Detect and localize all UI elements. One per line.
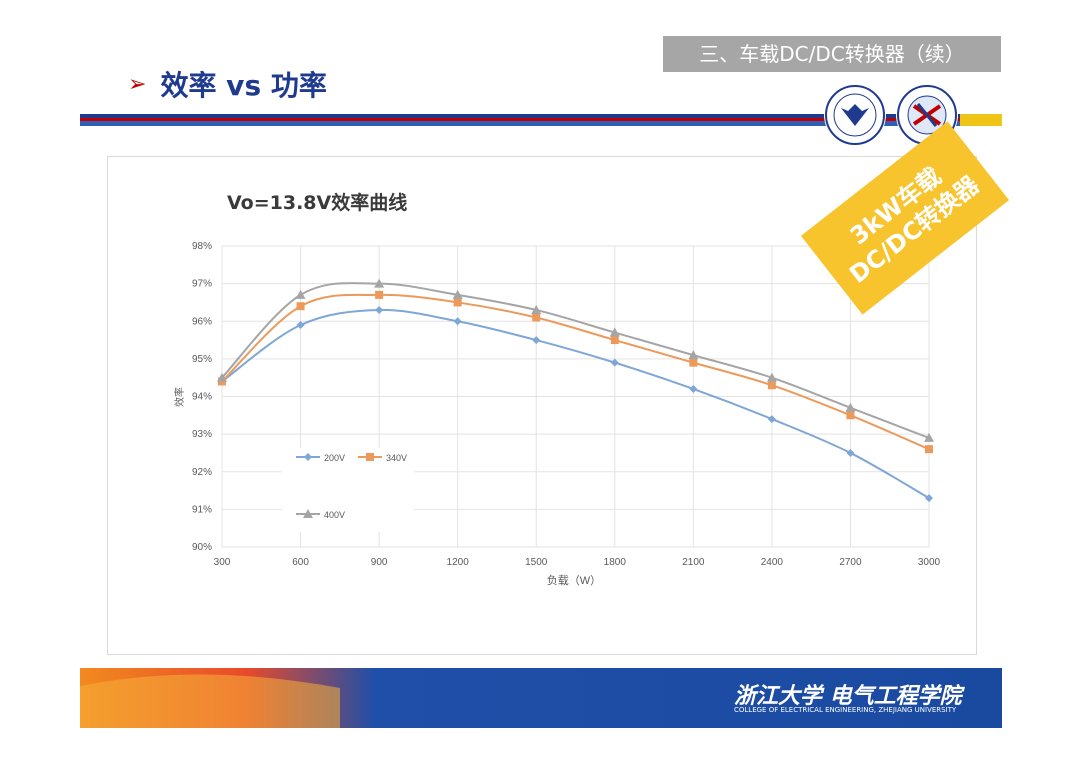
legend: 200V 340V 400V [282, 448, 414, 532]
point-marker [846, 411, 855, 420]
series-line-400V [221, 282, 930, 439]
x-tick-label: 2100 [682, 557, 705, 568]
legend-label: 340V [386, 453, 407, 463]
point-marker [767, 415, 776, 424]
x-tick-label: 300 [214, 557, 231, 568]
point-marker [453, 317, 462, 326]
footer-banner [80, 668, 1002, 728]
x-tick-label: 1800 [604, 557, 627, 568]
y-tick-label: 93% [192, 429, 212, 440]
series-line-340V [221, 293, 930, 451]
y-axis-label: 效率 [173, 387, 186, 407]
x-tick-labels: 300 600 900 1200 1500 1800 2100 2400 2700 3000 [214, 557, 941, 568]
point-marker [689, 358, 698, 367]
point-marker [689, 384, 698, 393]
point-marker [295, 289, 306, 299]
y-tick-label: 95% [192, 354, 212, 365]
point-marker [767, 381, 776, 390]
x-tick-label: 3000 [918, 557, 941, 568]
point-marker [217, 372, 227, 382]
x-tick-label: 900 [371, 557, 388, 568]
point-marker [532, 336, 541, 345]
x-tick-label: 1200 [447, 557, 470, 568]
point-marker [609, 327, 620, 337]
point-marker [925, 445, 933, 454]
point-marker [532, 313, 541, 322]
footer-college-en: COLLEGE OF ELECTRICAL ENGINEERING, ZHEJI… [734, 706, 957, 714]
header-stripe [80, 114, 1002, 126]
series-line-200V [221, 308, 930, 499]
x-tick-label: 2400 [761, 557, 784, 568]
y-tick-label: 94% [192, 392, 212, 403]
point-marker [374, 278, 385, 288]
point-marker [766, 372, 777, 382]
point-marker [531, 304, 542, 314]
point-marker [610, 336, 619, 345]
point-marker [296, 321, 305, 330]
y-tick-label: 98% [192, 241, 212, 252]
legend-label: 200V [324, 453, 345, 463]
y-tick-label: 90% [192, 542, 212, 553]
y-tick-label: 96% [192, 316, 212, 327]
point-marker [304, 453, 312, 461]
slide-title: ➢ 效率 vs 功率 [128, 64, 327, 104]
point-marker [688, 350, 699, 360]
chart-title: Vo=13.8V效率曲线 [227, 192, 408, 214]
series-lines [217, 278, 934, 503]
point-marker [846, 448, 855, 457]
legend-label: 400V [324, 510, 345, 520]
point-marker [925, 494, 933, 503]
x-tick-label: 2700 [839, 557, 862, 568]
point-marker [453, 298, 462, 307]
x-tick-label: 600 [292, 557, 309, 568]
point-marker [375, 305, 384, 314]
y-tick-label: 91% [192, 504, 212, 515]
y-tick-labels: 90% 91% 92% 93% 94% 95% 96% 97% 98% [192, 241, 212, 553]
arrow-bullet-icon: ➢ [128, 71, 147, 97]
footer-college-cn: 浙江大学 电气工程学院 [734, 684, 962, 709]
point-marker [845, 402, 856, 412]
y-tick-label: 97% [192, 279, 212, 290]
x-tick-label: 1500 [525, 557, 548, 568]
zju-logo [824, 84, 886, 146]
point-marker [610, 358, 619, 367]
point-marker [375, 290, 384, 299]
point-marker [924, 432, 934, 442]
point-marker [452, 289, 463, 299]
slide-title-text: 效率 vs 功率 [160, 69, 327, 102]
point-marker [296, 302, 305, 311]
point-marker [303, 509, 313, 518]
section-tag: 三、车载DC/DC转换器（续） [663, 36, 1001, 72]
x-axis-label: 负载（W） [547, 573, 601, 587]
y-tick-label: 92% [192, 467, 212, 478]
point-marker [366, 453, 374, 461]
